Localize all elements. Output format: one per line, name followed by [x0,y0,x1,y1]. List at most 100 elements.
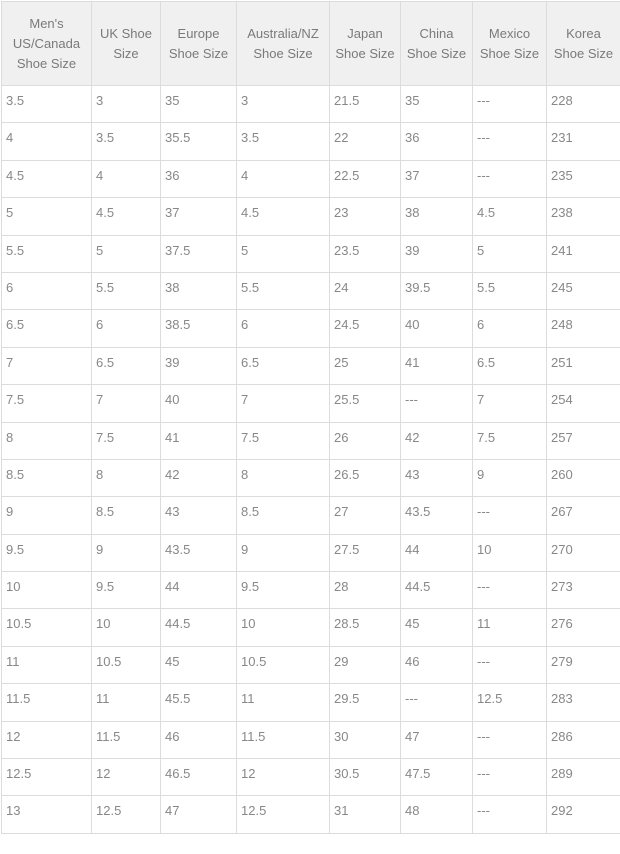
table-cell: 44 [161,572,237,609]
table-cell: 43.5 [401,497,473,534]
table-cell: 267 [547,497,620,534]
table-cell: 6.5 [92,347,161,384]
table-cell: 26 [330,422,401,459]
table-cell: 238 [547,198,620,235]
table-cell: 4.5 [2,160,92,197]
table-cell: 47 [161,796,237,833]
table-cell: 9 [92,534,161,571]
table-cell: 3.5 [92,123,161,160]
table-cell: 10.5 [2,609,92,646]
table-cell: 27 [330,497,401,534]
table-cell: 12 [237,759,330,796]
table-cell: 11 [237,684,330,721]
table-cell: 3.5 [2,86,92,123]
table-cell: 28.5 [330,609,401,646]
table-cell: 5 [2,198,92,235]
table-cell: --- [473,123,547,160]
table-cell: 37 [401,160,473,197]
table-cell: --- [473,86,547,123]
table-cell: 6.5 [237,347,330,384]
table-cell: 260 [547,459,620,496]
table-cell: 11.5 [237,721,330,758]
table-cell: 10.5 [237,646,330,683]
table-cell: 4 [92,160,161,197]
table-cell: 6.5 [2,310,92,347]
table-cell: 37.5 [161,235,237,272]
table-cell: 5 [473,235,547,272]
table-cell: 7.5 [2,385,92,422]
column-header: Japan Shoe Size [330,2,401,86]
table-cell: 9 [237,534,330,571]
column-header: Men's US/Canada Shoe Size [2,2,92,86]
table-cell: 3.5 [237,123,330,160]
table-cell: 45 [401,609,473,646]
table-cell: 235 [547,160,620,197]
table-cell: 12 [92,759,161,796]
table-cell: 7 [92,385,161,422]
table-cell: 28 [330,572,401,609]
table-cell: --- [401,385,473,422]
table-cell: 9.5 [2,534,92,571]
table-cell: 39 [161,347,237,384]
table-cell: 251 [547,347,620,384]
table-cell: 6 [92,310,161,347]
column-header: China Shoe Size [401,2,473,86]
column-header: Mexico Shoe Size [473,2,547,86]
table-cell: 46 [401,646,473,683]
table-cell: 6 [2,272,92,309]
table-cell: 8 [92,459,161,496]
table-cell: 46.5 [161,759,237,796]
table-cell: 22 [330,123,401,160]
table-cell: 40 [401,310,473,347]
table-cell: 283 [547,684,620,721]
table-cell: 11 [92,684,161,721]
table-cell: 26.5 [330,459,401,496]
table-cell: 29 [330,646,401,683]
table-cell: 276 [547,609,620,646]
table-cell: 38 [161,272,237,309]
table-cell: 286 [547,721,620,758]
table-cell: 12.5 [473,684,547,721]
table-cell: 43 [161,497,237,534]
table-cell: 5 [92,235,161,272]
table-cell: 289 [547,759,620,796]
table-cell: 11.5 [2,684,92,721]
table-cell: 35.5 [161,123,237,160]
table-cell: 44 [401,534,473,571]
table-cell: 38 [401,198,473,235]
table-cell: 7 [2,347,92,384]
table-cell: 36 [401,123,473,160]
table-cell: 44.5 [401,572,473,609]
table-cell: 12 [2,721,92,758]
table-cell: 248 [547,310,620,347]
table-cell: 43.5 [161,534,237,571]
table-cell: --- [473,497,547,534]
table-cell: 23 [330,198,401,235]
table-cell: 36 [161,160,237,197]
table-cell: 5.5 [473,272,547,309]
table-cell: 38.5 [161,310,237,347]
table-cell: 270 [547,534,620,571]
table-cell: 279 [547,646,620,683]
table-cell: 7.5 [473,422,547,459]
table-cell: 5.5 [237,272,330,309]
table-cell: 4.5 [473,198,547,235]
table-cell: 9 [2,497,92,534]
table-cell: 29.5 [330,684,401,721]
table-cell: 45.5 [161,684,237,721]
table-cell: --- [473,646,547,683]
